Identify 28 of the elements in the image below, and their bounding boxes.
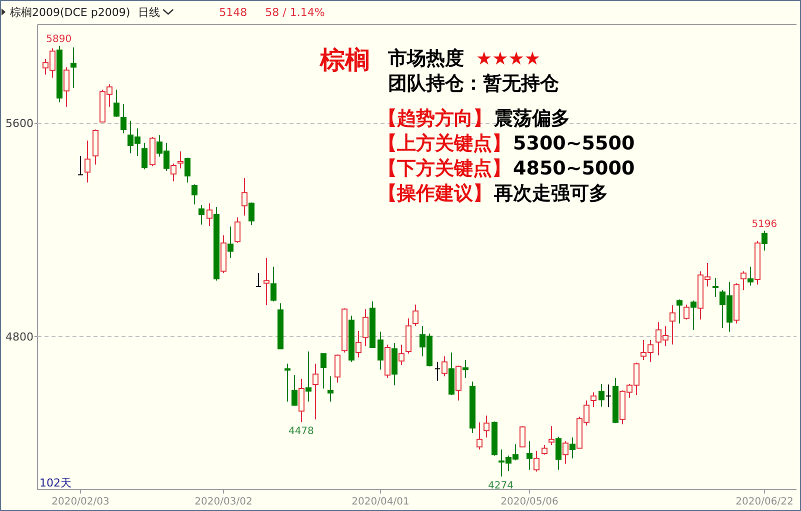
x-tick-label: 2020/02/03 [52, 496, 110, 508]
annotation: 【趋势方向】 [378, 108, 492, 130]
annotation: 102天 [40, 476, 72, 490]
annotation: 团队持仓：暂无持仓 [388, 72, 560, 94]
annotation: 【操作建议】 [378, 182, 492, 204]
annotation: ★★★★ [476, 48, 541, 70]
annotation: 震荡偏多 [493, 108, 570, 130]
annotation: 5890 [46, 34, 72, 45]
annotation: 再次走强可多 [493, 182, 608, 204]
annotation: 市场热度 [387, 48, 464, 70]
x-tick-label: 2020/06/22 [736, 496, 794, 508]
annotation: 【下方关键点】 [378, 158, 511, 180]
annotation: 4850~5000 [513, 158, 635, 180]
y-tick-label: 4800 [6, 330, 34, 344]
x-tick-label: 2020/04/01 [352, 496, 410, 508]
annotation: 【上方关键点】 [378, 132, 511, 154]
text: 58 / 1.14% [265, 6, 325, 19]
x-tick-label: 2020/05/06 [500, 496, 558, 508]
y-tick-label: 5600 [6, 117, 34, 130]
annotation: 5196 [752, 218, 778, 230]
annotation: 5300~5500 [513, 132, 635, 154]
annotation: 4274 [488, 480, 514, 492]
x-tick-label: 2020/03/02 [194, 496, 252, 508]
text: 5148 [219, 6, 248, 19]
annotation: 棕榈 [319, 46, 370, 74]
chart-subtitle: 日线 [138, 6, 160, 19]
chart-title: 棕榈2009(DCE p2009) [10, 6, 130, 19]
annotation: 4478 [288, 426, 314, 438]
